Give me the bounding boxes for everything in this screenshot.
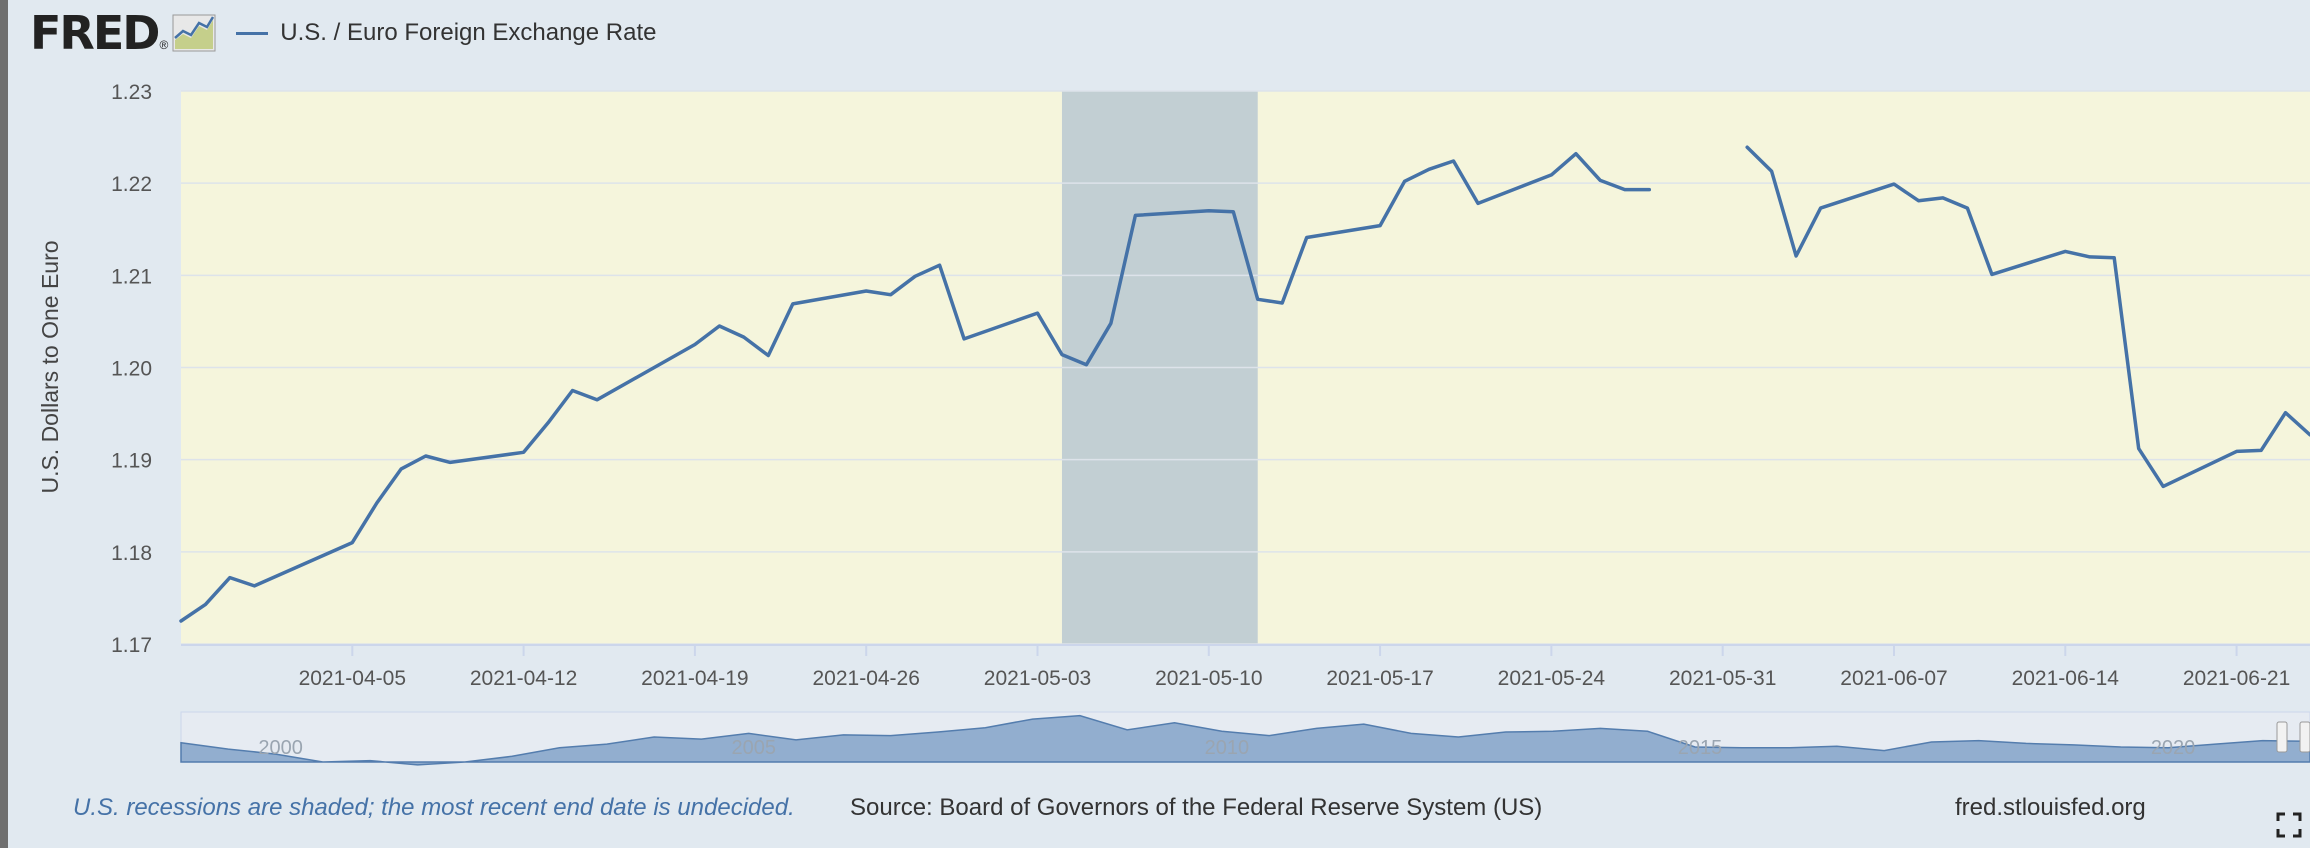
chart-header: FRED ® U.S. / Euro Foreign Exchange Rate: [30, 8, 657, 58]
site-link[interactable]: fred.stlouisfed.org: [1955, 794, 2146, 821]
fred-logo-registered-mark: ®: [159, 38, 169, 52]
chart: 1.171.181.191.201.211.221.23 2021-04-05 2…: [37, 81, 2310, 766]
navigator-tick-label: 2010: [1205, 737, 1250, 759]
x-tick-label: 2021-04-26: [812, 667, 919, 690]
navigator-tick-label: 2005: [731, 737, 776, 759]
y-tick-label: 1.19: [111, 450, 152, 473]
series-line: [179, 151, 1652, 623]
x-tick-label: 2021-05-17: [1326, 667, 1433, 690]
legend[interactable]: U.S. / Euro Foreign Exchange Rate: [236, 19, 657, 47]
recession-note: U.S. recessions are shaded; the most rec…: [73, 794, 795, 821]
fullscreen-icon[interactable]: [2276, 812, 2302, 838]
navigator-tick-label: 2000: [258, 737, 303, 759]
y-tick-label: 1.20: [111, 358, 152, 381]
x-tick-label: 2021-05-10: [1155, 667, 1262, 690]
fred-logo[interactable]: FRED: [30, 6, 160, 60]
navigator-handle-right[interactable]: [2299, 721, 2310, 753]
y-axis: 1.17 1.18 1.19 1.20 1.21 1.22 1.23: [111, 81, 2310, 657]
x-tick-label: 2021-05-03: [984, 667, 1091, 690]
y-tick-label: 1.22: [111, 173, 152, 196]
x-tick-label: 2021-05-24: [1498, 667, 1606, 690]
x-tick-label: 2021-04-05: [299, 667, 406, 690]
y-tick-label: 1.23: [111, 81, 152, 104]
y-tick-label: 1.21: [111, 265, 152, 288]
series-lines: [179, 145, 2310, 623]
x-tick-label: 2021-04-19: [641, 667, 748, 690]
fred-chart-icon: [172, 14, 216, 52]
source-text: Source: Board of Governors of the Federa…: [850, 794, 1543, 821]
x-tick-label: 2021-06-21: [2183, 667, 2290, 690]
y-tick-label: 1.18: [111, 542, 152, 565]
x-tick-label: 2021-05-31: [1669, 667, 1776, 690]
navigator-area: [180, 714, 2310, 766]
navigator-handle-left[interactable]: [2276, 721, 2288, 753]
y-axis-label: U.S. Dollars to One Euro: [37, 240, 63, 493]
y-tick-label: 1.17: [111, 634, 152, 657]
series-line: [1745, 145, 2310, 489]
window-left-edge: [0, 0, 8, 848]
navigator-tick-label: 2020: [2151, 737, 2196, 759]
legend-label[interactable]: U.S. / Euro Foreign Exchange Rate: [280, 19, 657, 46]
legend-swatch: [236, 31, 269, 35]
navigator-tick-label: 2015: [1678, 737, 1723, 759]
x-tick-label: 2021-06-07: [1840, 667, 1947, 690]
x-axis: 2021-04-05 2021-04-12 2021-04-19 2021-04-26…: [299, 645, 2290, 690]
range-navigator[interactable]: 2000 2005 2010 2015 2020: [180, 711, 2310, 766]
x-tick-label: 2021-06-14: [2012, 667, 2120, 690]
x-tick-label: 2021-04-12: [470, 667, 577, 690]
